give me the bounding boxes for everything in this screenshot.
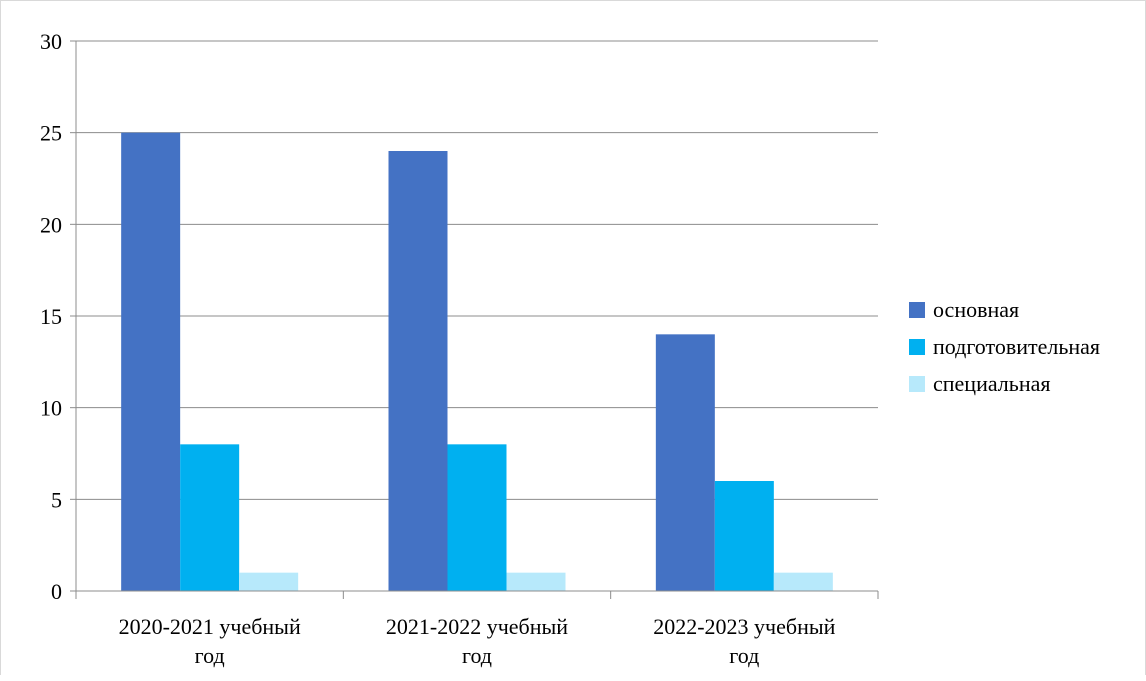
bar <box>714 481 774 591</box>
bar <box>121 132 181 591</box>
bars <box>121 132 833 591</box>
legend-swatch <box>909 339 925 355</box>
legend-label: специальная <box>933 371 1050 396</box>
y-tick-label: 25 <box>40 121 62 146</box>
bar <box>239 572 299 591</box>
legend-label: основная <box>933 297 1019 322</box>
bar <box>180 444 240 591</box>
bar <box>506 572 566 591</box>
y-tick-label: 15 <box>40 304 62 329</box>
legend-swatch <box>909 376 925 392</box>
y-tick-label: 20 <box>40 212 62 237</box>
legend-label: подготовительная <box>933 334 1100 359</box>
x-tick-label: 2020-2021 учебный год <box>119 614 301 668</box>
y-tick-label: 10 <box>40 396 62 421</box>
bar <box>655 334 715 591</box>
y-tick-label: 30 <box>40 29 62 54</box>
axes: 0 5 10 15 20 25 30 2020-2021 учебный год 2021-202… <box>40 29 879 668</box>
legend-swatch <box>909 302 925 318</box>
bar <box>773 572 833 591</box>
bar <box>447 444 507 591</box>
y-tick-label: 0 <box>51 579 62 604</box>
x-tick-label: 2021-2022 учебный год <box>386 614 568 668</box>
legend: основная подготовительная специальная <box>909 297 1100 396</box>
x-tick-label: 2022-2023 учебный год <box>653 614 835 668</box>
gridlines <box>76 40 878 500</box>
bar <box>388 151 448 591</box>
y-tick-label: 5 <box>51 487 62 512</box>
